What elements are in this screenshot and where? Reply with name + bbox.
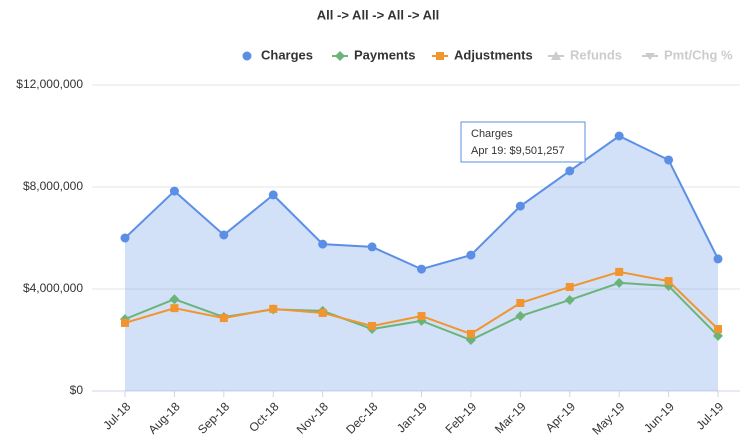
x-tick-label: Mar-19 xyxy=(492,399,529,436)
point xyxy=(565,282,574,291)
area xyxy=(125,136,718,391)
point xyxy=(714,325,722,334)
point xyxy=(466,329,475,338)
point xyxy=(564,294,575,305)
point xyxy=(515,311,526,322)
point xyxy=(516,299,525,308)
y-tick-label: $8,000,000 xyxy=(23,179,83,193)
x-tick-label: Dec-18 xyxy=(343,399,380,436)
y-tick-label: $0 xyxy=(70,383,84,397)
point xyxy=(318,239,328,249)
point xyxy=(664,155,674,165)
x-tick-label: Jul-18 xyxy=(100,399,133,432)
point xyxy=(565,166,575,176)
point xyxy=(417,312,426,321)
legend-label: Pmt/Chg % xyxy=(664,47,733,62)
point xyxy=(318,308,327,317)
legend-label: Payments xyxy=(354,47,415,62)
legend-marker xyxy=(645,53,655,60)
tooltip-box xyxy=(460,121,586,163)
x-tick-label: Jan-19 xyxy=(394,399,430,435)
point xyxy=(269,304,278,313)
x-tick-label: Aug-18 xyxy=(146,399,183,436)
x-tick-label: Sep-18 xyxy=(195,399,232,436)
chart-title: All -> All -> All -> All xyxy=(317,7,439,22)
point xyxy=(170,304,179,313)
point xyxy=(368,321,377,330)
point xyxy=(268,190,278,200)
legend-marker xyxy=(551,51,561,60)
point xyxy=(664,277,673,286)
legend-label: Charges xyxy=(261,47,313,62)
point xyxy=(713,254,723,264)
point xyxy=(614,277,625,288)
point xyxy=(242,51,252,61)
x-tick-label: Apr-19 xyxy=(543,399,579,435)
point xyxy=(614,131,624,141)
x-tick-label: Nov-18 xyxy=(294,399,331,436)
x-tick-label: Oct-18 xyxy=(246,399,282,435)
point xyxy=(417,264,426,274)
point xyxy=(219,230,229,240)
x-tick-label: Feb-19 xyxy=(442,399,479,436)
x-tick-label: Jul-19 xyxy=(693,399,726,432)
tooltip-text: Apr 19: $9,501,257 xyxy=(471,145,565,157)
point xyxy=(367,242,377,252)
legend-label: Adjustments xyxy=(454,47,533,62)
point xyxy=(219,314,228,323)
point xyxy=(515,201,525,211)
tooltip-title: Charges xyxy=(471,128,513,140)
point xyxy=(120,233,130,243)
point xyxy=(615,267,624,276)
point xyxy=(713,330,723,341)
x-tick-label: May-19 xyxy=(589,399,627,437)
y-tick-label: $4,000,000 xyxy=(23,281,83,295)
point xyxy=(169,294,180,305)
point xyxy=(121,318,129,327)
point xyxy=(466,250,476,260)
point xyxy=(169,186,179,196)
y-tick-label: $12,000,000 xyxy=(16,77,83,91)
x-tick-label: Jun-19 xyxy=(641,399,677,435)
legend-label: Refunds xyxy=(570,47,622,62)
